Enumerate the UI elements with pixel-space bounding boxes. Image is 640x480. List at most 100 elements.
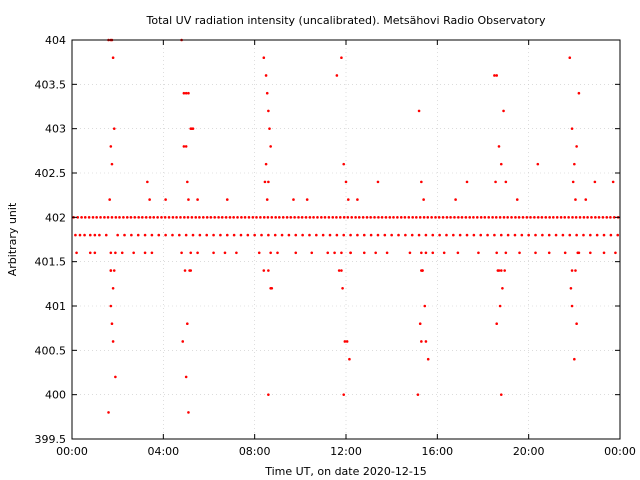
data-point	[426, 216, 430, 219]
data-point	[184, 233, 188, 237]
data-point	[494, 180, 497, 184]
data-point	[196, 198, 199, 201]
data-point	[184, 145, 188, 148]
data-point	[534, 233, 537, 237]
data-point	[346, 198, 350, 201]
data-point	[506, 233, 510, 237]
data-point	[95, 216, 98, 219]
data-point	[385, 251, 389, 255]
data-point	[106, 216, 110, 219]
data-point	[609, 216, 612, 219]
data-point	[417, 109, 421, 113]
data-point	[76, 216, 80, 219]
data-point	[404, 233, 407, 237]
data-point	[392, 216, 395, 219]
data-point	[304, 216, 308, 219]
data-point	[499, 269, 503, 272]
data-point	[504, 180, 508, 184]
plot-frame	[71, 39, 621, 440]
data-point	[83, 233, 86, 237]
data-point	[122, 216, 125, 219]
data-point	[609, 233, 613, 237]
data-point	[186, 322, 189, 326]
data-point	[136, 233, 140, 237]
data-point	[346, 216, 350, 219]
data-point	[415, 216, 418, 219]
data-point	[175, 216, 178, 219]
data-point	[403, 216, 407, 219]
data-point	[264, 74, 268, 77]
data-point	[544, 216, 548, 219]
grid	[72, 40, 620, 439]
data-point	[589, 233, 592, 237]
data-point	[141, 216, 144, 219]
data-point	[196, 251, 199, 255]
data-point	[510, 216, 513, 219]
data-point	[594, 216, 597, 219]
data-point	[109, 251, 113, 255]
data-point	[184, 91, 188, 95]
data-point	[301, 233, 304, 237]
data-point	[326, 251, 330, 255]
data-point	[267, 233, 270, 237]
data-point	[552, 216, 555, 219]
data-point	[411, 216, 414, 219]
data-point	[213, 216, 217, 219]
data-point	[420, 180, 423, 184]
data-point	[74, 233, 77, 237]
data-point	[328, 233, 332, 237]
data-point	[194, 216, 198, 219]
data-point	[240, 216, 243, 219]
data-point	[369, 216, 372, 219]
data-point	[434, 216, 437, 219]
data-point	[269, 145, 272, 148]
data-point	[497, 269, 501, 272]
data-point	[499, 393, 503, 396]
data-point	[456, 251, 460, 255]
data-point	[235, 251, 238, 255]
data-point	[321, 233, 325, 237]
data-point	[540, 216, 544, 219]
data-point	[108, 198, 111, 201]
data-point	[570, 304, 574, 308]
data-point	[110, 216, 114, 219]
data-point	[150, 251, 154, 255]
data-point	[103, 216, 106, 219]
data-point	[83, 216, 87, 219]
data-point	[287, 233, 291, 237]
data-point	[554, 233, 558, 237]
data-point	[424, 233, 428, 237]
data-point	[305, 198, 309, 201]
data-point	[584, 198, 588, 201]
data-point	[300, 216, 304, 219]
data-point	[495, 251, 499, 255]
data-point	[536, 216, 540, 219]
data-point	[498, 216, 502, 219]
data-point	[431, 251, 435, 255]
data-point	[407, 216, 411, 219]
data-point	[220, 216, 224, 219]
data-point	[93, 233, 97, 237]
data-point	[437, 216, 441, 219]
data-point	[188, 269, 191, 272]
data-point	[268, 127, 271, 130]
y-tick-label: 403.5	[35, 78, 67, 91]
x-tick-label: 08:00	[239, 445, 271, 458]
data-point	[348, 357, 351, 361]
data-point	[575, 145, 578, 148]
y-axis-title: Arbitrary unit	[6, 202, 19, 276]
data-point	[183, 216, 186, 219]
y-tick-label: 401.5	[35, 256, 67, 269]
y-tick-label: 400.5	[35, 344, 67, 357]
data-point	[281, 216, 285, 219]
data-point	[555, 216, 559, 219]
x-tick-label: 00:00	[604, 445, 636, 458]
data-point	[270, 286, 274, 290]
data-point	[563, 216, 567, 219]
data-point	[150, 233, 154, 237]
data-point	[547, 251, 551, 255]
data-point	[416, 393, 420, 396]
data-points	[72, 38, 620, 414]
data-point	[612, 216, 616, 219]
